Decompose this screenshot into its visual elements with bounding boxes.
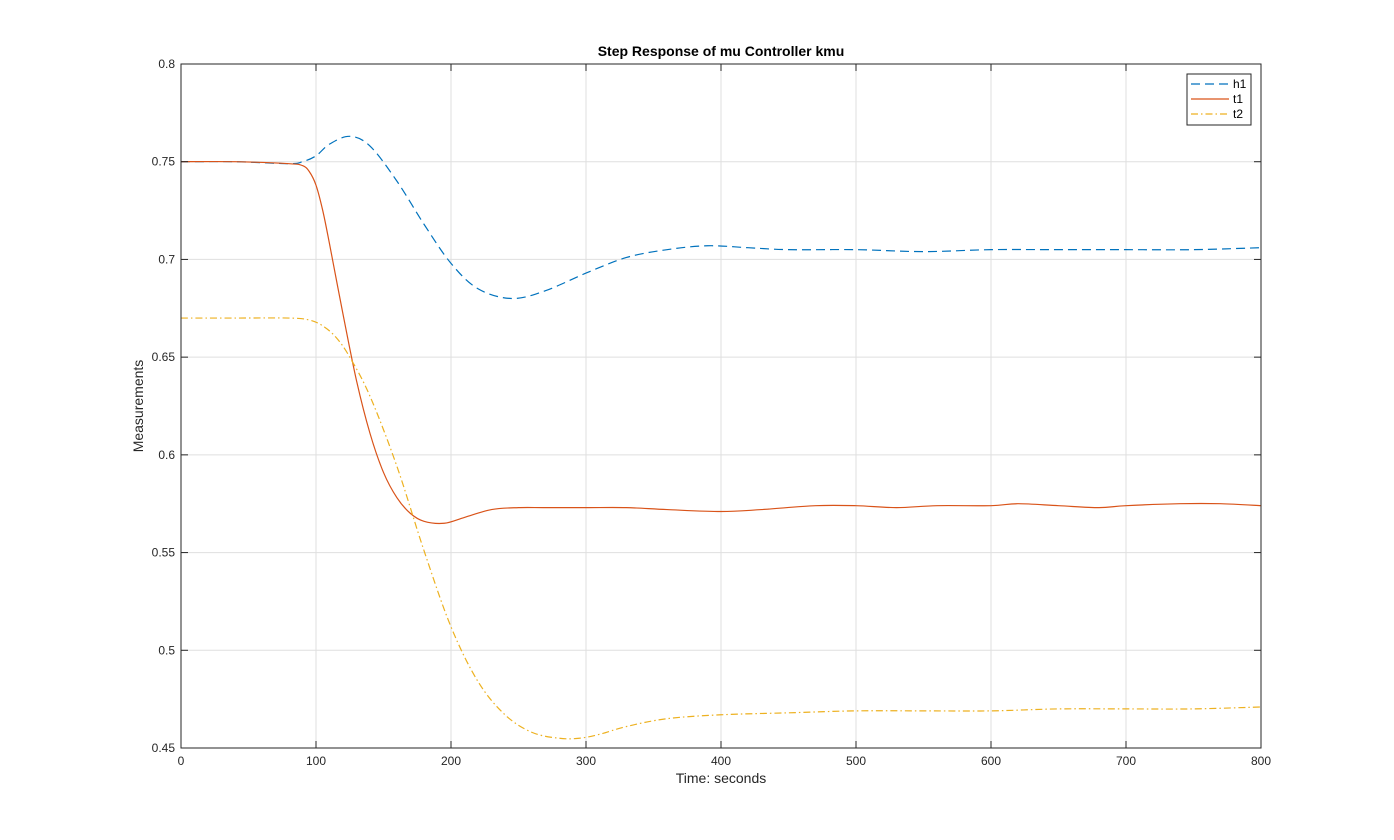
x-tick-label: 400 bbox=[711, 754, 731, 768]
x-tick-label: 300 bbox=[576, 754, 596, 768]
x-axis-label: Time: seconds bbox=[676, 770, 767, 786]
chart-title: Step Response of mu Controller kmu bbox=[598, 43, 845, 59]
x-tick-label: 600 bbox=[981, 754, 1001, 768]
x-tick-label: 800 bbox=[1251, 754, 1271, 768]
legend-label-h1: h1 bbox=[1233, 77, 1247, 91]
y-tick-label: 0.75 bbox=[152, 155, 176, 169]
y-tick-label: 0.7 bbox=[158, 252, 175, 266]
y-tick-label: 0.5 bbox=[158, 643, 175, 657]
y-tick-label: 0.55 bbox=[152, 546, 176, 560]
x-tick-label: 500 bbox=[846, 754, 866, 768]
y-tick-label: 0.65 bbox=[152, 350, 176, 364]
y-tick-label: 0.8 bbox=[158, 57, 175, 71]
series-lines bbox=[180, 135, 1262, 740]
x-tick-label: 100 bbox=[306, 754, 326, 768]
series-line-t2 bbox=[181, 317, 1262, 740]
x-tick-label: 0 bbox=[178, 754, 185, 768]
series-line-h1 bbox=[180, 135, 1262, 300]
y-axis-label: Measurements bbox=[130, 360, 146, 453]
legend-label-t1: t1 bbox=[1233, 92, 1243, 106]
x-tick-label: 200 bbox=[441, 754, 461, 768]
y-tick-label: 0.45 bbox=[152, 741, 176, 755]
x-tick-label: 700 bbox=[1116, 754, 1136, 768]
legend-label-t2: t2 bbox=[1233, 107, 1243, 121]
series-line-t1 bbox=[180, 160, 1262, 525]
axis-ticks: 0 100 200 300 400 500 600 700 800 0.45 0.5 0.55 0.6 0… bbox=[152, 57, 1272, 768]
y-tick-label: 0.6 bbox=[158, 448, 175, 462]
